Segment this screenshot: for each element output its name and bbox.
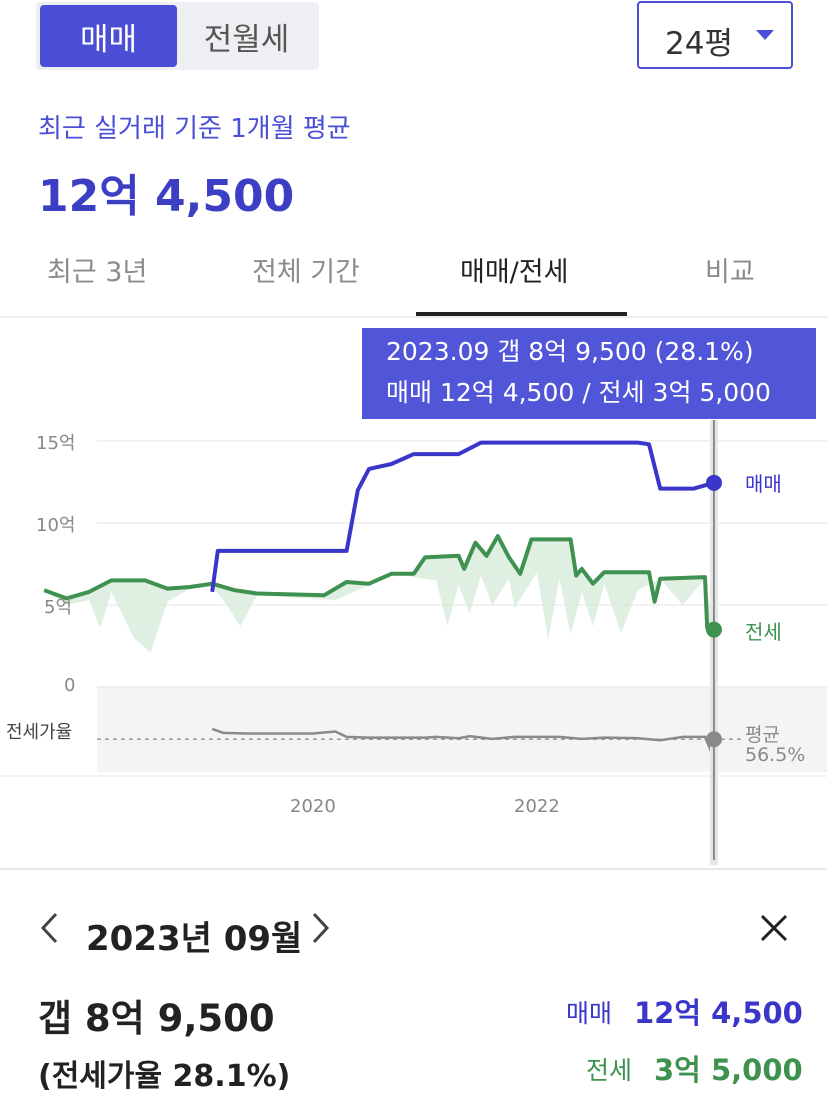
tab-sale-jeonse[interactable]: 매매/전세 — [460, 257, 569, 288]
detail-ratio: (전세가율 28.1%) — [38, 1059, 291, 1094]
detail-sale-value: 12억 4,500 — [634, 996, 803, 1030]
jeonse-series-label: 전세 — [745, 620, 782, 644]
sale-point — [705, 474, 722, 491]
tooltip-price-line: 매매 12억 4,500 / 전세 3억 5,000 — [386, 378, 771, 407]
ratio-series-line — [211, 727, 716, 759]
price-value: 12억 4,500 — [38, 171, 295, 222]
tab-compare[interactable]: 비교 — [705, 257, 755, 288]
tab-recent-3y[interactable]: 최근 3년 — [47, 257, 148, 288]
toggle-rent[interactable]: 전월세 — [203, 21, 290, 58]
chevron-left-icon[interactable] — [38, 908, 62, 957]
size-select-value: 24평 — [665, 26, 733, 62]
y-tick-label: 5억 — [44, 597, 73, 618]
ratio-panel-bg — [97, 687, 827, 772]
price-subtitle: 최근 실거래 기준 1개월 평균 — [38, 114, 351, 144]
tab-all-period[interactable]: 전체 기간 — [252, 257, 360, 288]
close-icon[interactable] — [758, 912, 790, 948]
chart-tooltip: 2023.09 갭 8억 9,500 (28.1%) 매매 12억 4,500 … — [362, 328, 816, 419]
y-tick-label: 15억 — [36, 433, 76, 454]
price-chart[interactable] — [0, 318, 827, 868]
detail-gap: 갭 8억 9,500 — [38, 997, 275, 1040]
detail-jeonse-value: 3억 5,000 — [654, 1053, 803, 1087]
sale-series-label: 매매 — [745, 472, 782, 496]
divider — [0, 316, 827, 318]
toggle-sale[interactable]: 매매 — [40, 5, 177, 67]
x-tick-label: 2022 — [514, 796, 560, 817]
y-tick-label: 0 — [64, 675, 76, 696]
jeonse-series-line — [43, 534, 715, 632]
ratio-point — [705, 731, 722, 748]
divider — [0, 868, 827, 870]
jeonse-range-band — [44, 536, 714, 653]
tab-active-indicator — [416, 312, 627, 316]
detail-date: 2023년 09월 — [86, 919, 303, 959]
chevron-down-icon — [756, 30, 774, 40]
chevron-right-icon[interactable] — [308, 908, 332, 957]
jeonse-point — [705, 621, 722, 638]
ratio-average-label: 평균 — [745, 724, 780, 746]
sale-series-line — [210, 440, 715, 593]
ratio-average-value: 56.5% — [745, 744, 806, 766]
y-tick-label: 10억 — [36, 515, 76, 536]
tooltip-gap-line: 2023.09 갭 8억 9,500 (28.1%) — [386, 337, 754, 366]
ratio-axis-label: 전세가율 — [6, 722, 73, 743]
detail-sale-label: 매매 — [566, 999, 613, 1028]
x-tick-label: 2020 — [290, 796, 336, 817]
detail-jeonse-label: 전세 — [586, 1056, 633, 1085]
